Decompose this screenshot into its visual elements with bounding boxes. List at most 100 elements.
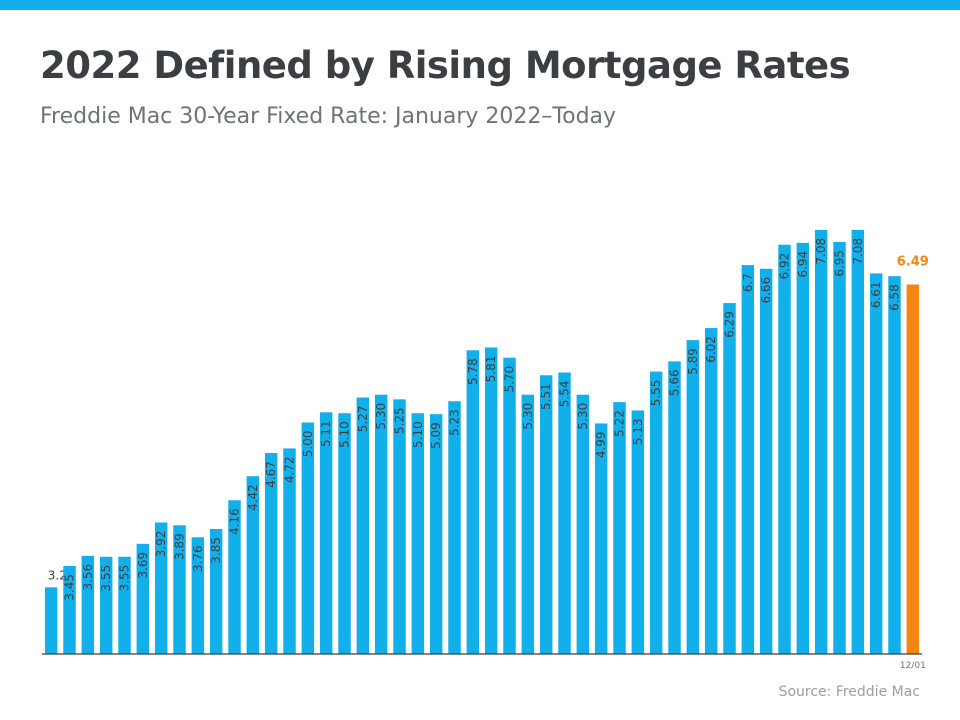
bar [613, 402, 626, 654]
bar [759, 268, 773, 654]
bar-value-label: 5.30 [576, 403, 590, 430]
bar-value-label: 6.58 [888, 284, 902, 311]
bar-value-label: 5.81 [484, 355, 498, 382]
bar [649, 371, 663, 654]
bar [99, 556, 113, 654]
bar-value-label: 4.42 [246, 484, 260, 511]
highlight-value-label: 6.49 [897, 255, 929, 270]
bar [338, 413, 351, 654]
bar-value-label: 5.10 [411, 421, 425, 448]
bar-value-label: 5.89 [686, 348, 700, 375]
bar-value-label: 7.08 [851, 238, 865, 265]
bar [374, 394, 388, 654]
bar-value-label: 7.08 [814, 238, 828, 265]
bar [741, 265, 755, 654]
source-note: Source: Freddie Mac [778, 684, 920, 700]
page-title: 2022 Defined by Rising Mortgage Rates [40, 44, 851, 87]
bar-value-label: 3.45 [63, 574, 77, 601]
bar [429, 414, 443, 654]
bar-value-label: 5.11 [319, 420, 333, 447]
bar [778, 244, 791, 654]
bar-value-label: 5.27 [356, 406, 370, 433]
bar-value-label: 6.61 [869, 281, 883, 308]
bar [63, 566, 76, 654]
bar-value-label: 5.00 [301, 431, 315, 458]
bar [118, 556, 131, 654]
bar [393, 399, 406, 654]
bar [191, 537, 205, 654]
bar-value-label: 5.30 [521, 403, 535, 430]
bar-value-label: 3.85 [209, 537, 223, 564]
bar-value-label: 5.23 [448, 409, 462, 436]
bar [814, 229, 828, 654]
bar [356, 397, 370, 654]
bar-value-label: 4.67 [264, 461, 278, 488]
bar [796, 242, 810, 655]
bar-value-label: 6.92 [778, 253, 792, 280]
bar [319, 412, 333, 654]
bar [503, 357, 516, 654]
x-tick-label: 12/01 [900, 661, 926, 671]
bar [264, 453, 278, 654]
bar-value-label: 5.09 [429, 422, 443, 449]
bar [448, 401, 461, 654]
bar [521, 394, 535, 654]
bar [576, 394, 590, 654]
bar-value-label: 5.55 [649, 380, 663, 407]
bar [723, 303, 736, 654]
bar [484, 347, 498, 654]
bar-value-label: 6.7 [741, 273, 755, 292]
highlight-bar [906, 284, 920, 654]
bar-value-label: 3.69 [136, 552, 150, 579]
bar [301, 422, 315, 654]
top-accent-bar [0, 0, 960, 10]
bar-value-label: 3.55 [99, 565, 113, 592]
bar-value-label: 5.30 [374, 403, 388, 430]
bar-value-label: 4.72 [283, 456, 297, 483]
bar [631, 410, 645, 654]
bar [246, 476, 260, 654]
bar [81, 555, 95, 654]
bar-value-label: 4.99 [594, 431, 608, 458]
bar-value-label: 3.55 [118, 565, 132, 592]
bar-value-label: 4.16 [228, 508, 242, 535]
bar [228, 500, 241, 654]
bar [209, 528, 223, 654]
bar [704, 328, 718, 654]
bar-value-label: 6.94 [796, 251, 810, 278]
bar [851, 229, 865, 654]
bar-value-label: 3.76 [191, 545, 205, 572]
bar [594, 423, 608, 654]
bar-value-label: 3.92 [154, 531, 168, 558]
bar [411, 413, 425, 654]
bar [686, 340, 700, 654]
bar-value-label: 5.13 [631, 418, 645, 445]
bar-value-label: 3.89 [173, 533, 187, 560]
bar-value-label: 6.95 [833, 250, 847, 277]
bar-value-label: 5.66 [668, 369, 682, 396]
bar-value-label: 5.54 [558, 381, 572, 408]
bar [833, 241, 846, 654]
bar-value-label: 5.22 [613, 410, 627, 437]
bar [154, 522, 168, 654]
bar [173, 525, 186, 654]
bar-value-label: 5.78 [466, 358, 480, 385]
bar-value-label: 6.66 [759, 277, 773, 304]
bar [869, 273, 883, 654]
bar [466, 350, 480, 654]
bar-value-label: 5.25 [393, 407, 407, 434]
bar [539, 375, 553, 654]
chart-subtitle: Freddie Mac 30-Year Fixed Rate: January … [40, 104, 617, 129]
bar [888, 276, 901, 654]
bar [44, 587, 58, 654]
bar [283, 448, 296, 654]
bar [668, 361, 681, 654]
bar [136, 543, 150, 654]
bar-value-label: 6.02 [704, 336, 718, 363]
bar-value-label: 3.56 [81, 564, 95, 591]
bar-value-label: 5.70 [503, 366, 517, 393]
bar-value-label: 5.51 [539, 383, 553, 410]
bar-value-label: 6.29 [723, 311, 737, 338]
bar [558, 372, 571, 654]
